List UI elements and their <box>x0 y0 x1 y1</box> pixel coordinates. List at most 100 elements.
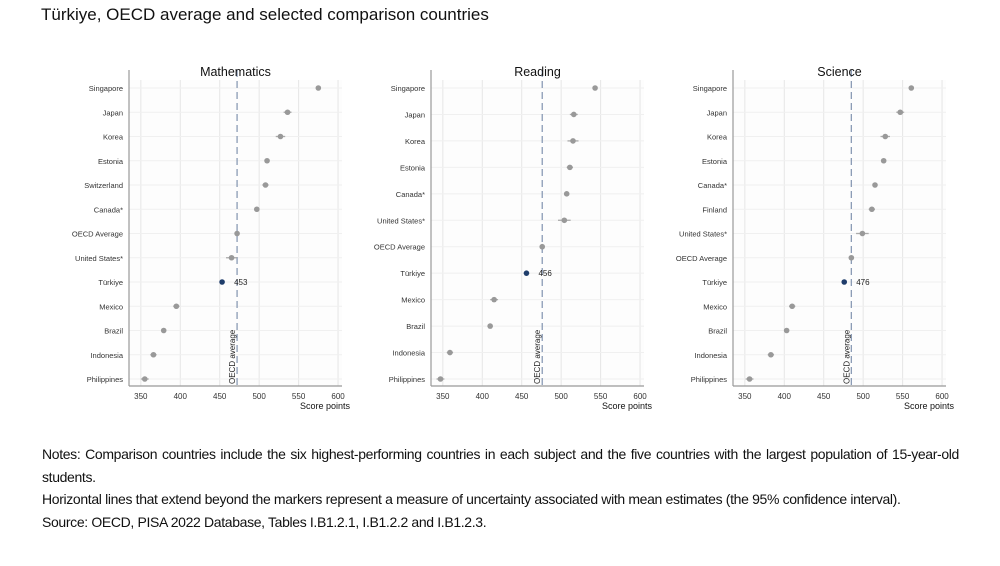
reading-country-label: Estonia <box>400 163 426 172</box>
science-data-point <box>746 376 753 382</box>
science-oecd-average-label: OECD average <box>842 329 851 384</box>
mathematics-x-tick-label: 400 <box>174 392 188 401</box>
science-country-label: Mexico <box>703 302 727 311</box>
science-x-tick-label: 400 <box>778 392 792 401</box>
notes: Notes: Comparison countries include the … <box>42 443 959 533</box>
mathematics-country-label: Japan <box>103 108 123 117</box>
reading-data-point <box>539 243 546 250</box>
science-data-point <box>848 254 855 261</box>
science-x-tick-label: 600 <box>935 392 949 401</box>
reading-x-tick-label: 500 <box>554 392 568 401</box>
mathematics-x-tick-label: 500 <box>252 392 266 401</box>
mathematics-data-point <box>262 182 269 188</box>
reading-country-label: Japan <box>405 110 425 119</box>
mathematics-data-point <box>228 254 235 261</box>
reading-country-label: Philippines <box>389 375 426 384</box>
mathematics-x-tick-label: 550 <box>292 392 306 401</box>
mathematics-country-label: Indonesia <box>90 351 123 360</box>
mathematics-country-label: Switzerland <box>84 181 123 190</box>
reading-oecd-average-label: OECD average <box>533 329 542 384</box>
reading-country-label: Indonesia <box>392 349 425 358</box>
reading-x-tick-label: 600 <box>633 392 647 401</box>
mathematics-x-axis-title: Score points <box>300 401 351 411</box>
reading-data-point <box>487 323 493 329</box>
reading-x-tick-label: 400 <box>476 392 490 401</box>
reading-x-tick-label: 450 <box>515 392 529 401</box>
mathematics-data-point <box>264 157 270 164</box>
science-country-label: OECD Average <box>676 254 727 263</box>
mathematics-country-label: OECD Average <box>72 230 123 239</box>
science-chart-title: Science <box>817 65 862 79</box>
science-x-axis-title: Score points <box>904 401 955 411</box>
mathematics-x-tick-label: 450 <box>213 392 227 401</box>
reading-data-point <box>437 376 444 382</box>
science-x-tick-label: 450 <box>817 392 831 401</box>
mathematics-data-point <box>160 327 167 334</box>
science-data-point <box>789 303 795 310</box>
science-data-point <box>882 133 889 140</box>
science-data-point <box>859 230 866 237</box>
mathematics-country-label: Mexico <box>99 302 123 311</box>
science-country-label: Japan <box>707 108 727 117</box>
notes-text: Notes: Comparison countries include the … <box>42 446 959 485</box>
reading-data-point <box>561 217 568 224</box>
science-country-label: Singapore <box>693 84 727 93</box>
science-country-label: Estonia <box>702 157 728 166</box>
mathematics-data-point <box>253 206 260 213</box>
source-note: Source: OECD, PISA 2022 Database, Tables… <box>42 513 487 530</box>
mathematics-data-point <box>315 85 322 91</box>
science-data-point <box>768 351 774 358</box>
mathematics-chart-title: Mathematics <box>200 65 271 79</box>
mathematics-oecd-average-label: OECD average <box>228 329 237 384</box>
reading-data-point <box>491 296 497 303</box>
reading-data-point <box>523 270 530 276</box>
figure-title: Türkiye, OECD average and selected compa… <box>41 5 489 24</box>
science-data-point <box>872 182 878 188</box>
science-country-label: United States* <box>679 230 727 239</box>
reading-country-label: Mexico <box>401 296 425 305</box>
reading-x-tick-label: 350 <box>436 392 450 401</box>
reading-country-label: Korea <box>405 137 426 146</box>
reading-x-tick-label: 550 <box>594 392 608 401</box>
science-data-point <box>880 157 887 164</box>
science-country-label: Philippines <box>691 375 728 384</box>
science-x-tick-label: 500 <box>856 392 870 401</box>
reading-data-point <box>570 138 576 144</box>
science-x-tick-label: 350 <box>738 392 752 401</box>
reading-country-label: Türkiye <box>400 269 425 278</box>
reading-country-label: OECD Average <box>374 243 425 252</box>
reading-data-point <box>447 349 453 356</box>
reading-chart-title: Reading <box>514 65 561 79</box>
science-country-label: Finland <box>702 205 727 214</box>
science-data-point <box>869 206 875 213</box>
science-data-point <box>841 279 848 285</box>
reading-data-point <box>563 191 570 197</box>
science-country-label: Türkiye <box>702 278 727 287</box>
science-country-label: Canada* <box>698 181 727 190</box>
mathematics-country-label: Türkiye <box>98 278 123 287</box>
ci-note: Horizontal lines that extend beyond the … <box>42 491 901 507</box>
science-data-point <box>783 327 790 334</box>
science-country-label: Brazil <box>708 327 727 336</box>
reading-highlight-value-label: 456 <box>538 269 552 278</box>
mathematics-x-tick-label: 600 <box>331 392 345 401</box>
mathematics-country-label: Singapore <box>89 84 123 93</box>
reading-country-label: Canada* <box>396 190 425 199</box>
science-country-label: Korea <box>707 133 728 142</box>
science-data-point <box>908 85 915 91</box>
mathematics-x-tick-label: 350 <box>134 392 148 401</box>
science-data-point <box>897 109 904 116</box>
mathematics-data-point <box>234 230 240 237</box>
mathematics-data-point <box>219 279 225 285</box>
science-highlight-value-label: 476 <box>856 278 870 287</box>
reading-country-label: United States* <box>377 216 425 225</box>
mathematics-data-point <box>173 303 180 310</box>
reading-data-point <box>592 85 598 91</box>
mathematics-data-point <box>277 133 284 140</box>
mathematics-country-label: Brazil <box>104 327 123 336</box>
reading-country-label: Brazil <box>406 322 425 331</box>
reading-data-point <box>570 111 577 118</box>
reading-x-axis-title: Score points <box>602 401 653 411</box>
reading-data-point <box>567 164 573 171</box>
mathematics-data-point <box>284 109 291 116</box>
